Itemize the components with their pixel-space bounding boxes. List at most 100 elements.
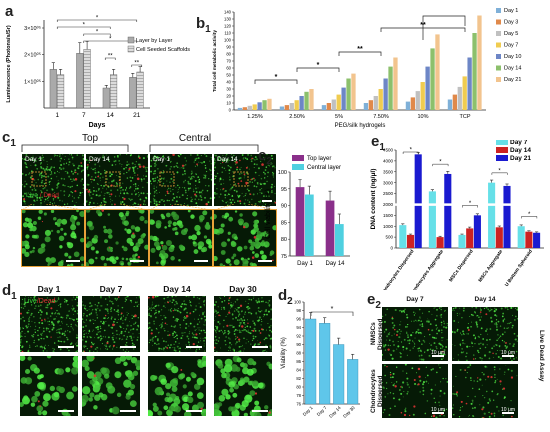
cell-live xyxy=(131,339,133,342)
cell-live xyxy=(118,176,120,178)
cell-live xyxy=(406,354,408,356)
cell-dead xyxy=(117,296,120,298)
cell-live xyxy=(215,338,218,341)
scale-bar xyxy=(252,410,268,412)
cell-live xyxy=(401,310,403,312)
cell-live xyxy=(44,344,46,346)
cell-live xyxy=(254,324,256,326)
cell-live xyxy=(494,380,497,382)
cell-live xyxy=(440,381,442,383)
cell-live xyxy=(414,331,417,334)
cell-live xyxy=(106,188,108,190)
cell-dead xyxy=(136,177,140,181)
cell-live xyxy=(267,190,270,193)
bar-b1-1-0 xyxy=(242,107,248,110)
cell-live xyxy=(248,239,253,244)
cell-live xyxy=(389,339,391,341)
cell-live xyxy=(169,379,178,388)
cell-live xyxy=(29,158,31,161)
cell-live xyxy=(210,216,212,220)
cell-live xyxy=(41,196,44,199)
cell-live xyxy=(232,199,234,201)
cell-live xyxy=(143,175,144,177)
cell-live xyxy=(181,194,184,197)
cell-live xyxy=(31,188,34,191)
cell-live xyxy=(261,297,263,299)
cell-live xyxy=(51,312,54,315)
cell-live xyxy=(180,229,188,236)
cell-live xyxy=(97,328,100,331)
cell-live xyxy=(111,203,113,206)
cell-live xyxy=(402,370,404,372)
cell-live xyxy=(173,336,175,338)
c1-tile-day-label: Day 14 xyxy=(89,156,110,163)
cell-live xyxy=(198,302,200,304)
cell-live xyxy=(94,384,101,391)
cell-live xyxy=(382,382,383,384)
cell-live xyxy=(405,407,407,409)
cell-dead xyxy=(142,165,145,168)
cell-live xyxy=(169,346,171,349)
cell-live xyxy=(87,168,89,170)
cell-live xyxy=(216,342,218,345)
cell-live xyxy=(452,407,454,409)
cell-live xyxy=(463,351,465,353)
cell-live xyxy=(60,168,63,171)
cell-live xyxy=(170,203,172,205)
cell-live xyxy=(240,329,242,331)
bar-b1-2-5 xyxy=(457,86,462,110)
cell-live xyxy=(470,313,473,316)
cell-live xyxy=(420,358,423,361)
cell-live xyxy=(197,241,205,248)
cell-live xyxy=(152,198,154,200)
cell-live xyxy=(231,159,233,161)
cell-live xyxy=(406,331,408,333)
cell-live xyxy=(474,312,476,314)
cell-live xyxy=(103,228,108,234)
cell-live xyxy=(180,337,183,340)
cell-live xyxy=(399,333,401,335)
cell-live xyxy=(193,188,194,190)
cell-live xyxy=(236,298,239,301)
cell-live xyxy=(480,342,482,344)
cell-live xyxy=(397,345,400,348)
cell-live xyxy=(172,316,175,318)
cell-live xyxy=(433,397,435,400)
cell-live xyxy=(503,396,506,399)
dead-text: Dead xyxy=(38,298,56,305)
cell-live xyxy=(391,317,394,320)
cell-live xyxy=(247,331,249,333)
d1-tile-top-3-image xyxy=(214,296,272,352)
cell-live xyxy=(422,383,425,386)
cell-live xyxy=(225,394,231,400)
cell-live xyxy=(154,156,157,158)
cell-live xyxy=(125,394,131,400)
cell-live xyxy=(250,299,253,301)
c1-top-header: Top xyxy=(81,133,99,144)
cell-live xyxy=(56,187,58,189)
cell-live xyxy=(54,313,56,315)
cell-live xyxy=(134,183,137,185)
bar-a-1-0 xyxy=(57,74,65,109)
cell-live xyxy=(419,324,421,326)
cell-live xyxy=(173,326,175,328)
cell-live xyxy=(90,312,93,315)
cell-live xyxy=(426,400,429,402)
legend-label: Day 21 xyxy=(510,155,531,162)
cell-live xyxy=(136,305,139,307)
bar-b1-0-4 xyxy=(405,101,411,110)
cell-live xyxy=(121,164,123,166)
cell-live xyxy=(48,320,51,323)
cell-live xyxy=(88,332,89,334)
cell-live xyxy=(165,164,168,167)
scale-bar xyxy=(262,200,272,202)
cell-live xyxy=(108,308,110,310)
cell-live xyxy=(482,406,485,409)
cell-dead xyxy=(228,302,230,305)
x-tick-label: MSCs Aggregate xyxy=(477,248,504,283)
cell-live xyxy=(434,307,436,308)
cell-live xyxy=(478,388,481,390)
cell-live xyxy=(268,334,271,337)
cell-live xyxy=(23,319,26,322)
cell-live xyxy=(224,215,228,219)
